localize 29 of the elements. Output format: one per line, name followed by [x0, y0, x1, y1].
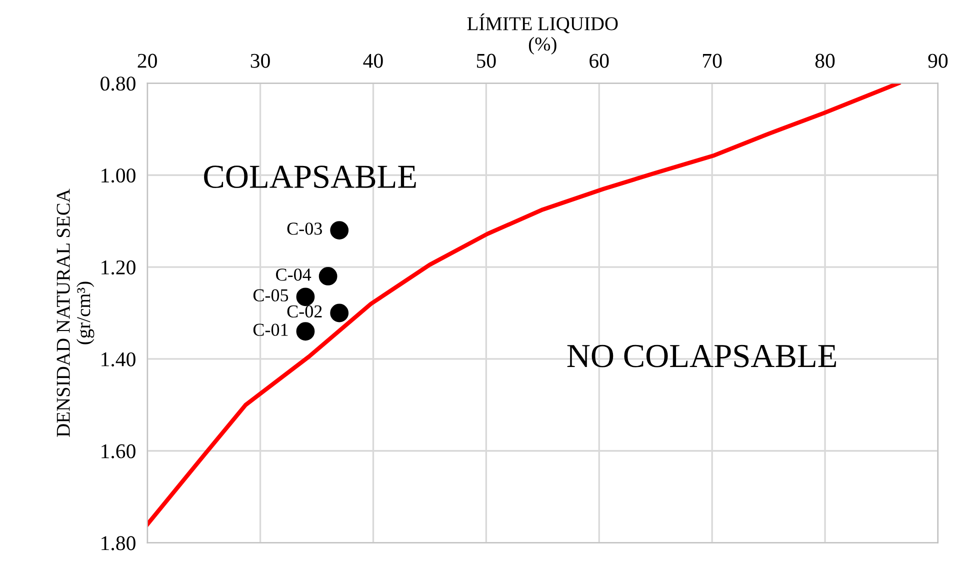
y-tick-label: 1.60: [102, 444, 136, 458]
y-tick-label: 0.80: [100, 76, 136, 91]
x-tick-label: 30: [250, 54, 270, 68]
point: [330, 304, 349, 322]
y-tick-label: 1.80: [102, 536, 136, 550]
point: [318, 267, 338, 286]
data-label: C-01: [253, 324, 288, 336]
y-axis-title: DENSIDAD NATURAL SECA (gr/cm³): [56, 188, 94, 437]
data-label: C-02: [287, 305, 322, 318]
point: [330, 221, 349, 240]
data-label: C-03: [287, 222, 322, 235]
point: [296, 288, 315, 306]
y-tick-label: 1.20: [102, 260, 136, 275]
line-series: [147, 83, 901, 526]
x-tick-label: 20: [138, 54, 157, 68]
data-label: C-04: [276, 268, 312, 281]
y-tick-label: 1.40: [102, 352, 136, 366]
x-tick-label: 80: [815, 54, 835, 68]
x-tick-label: 70: [703, 54, 722, 68]
data-label: C-05: [253, 289, 288, 302]
x-tick-label: 40: [363, 54, 383, 68]
x-tick-label: 50: [476, 54, 496, 68]
x-tick-label: 60: [590, 54, 609, 68]
point: [296, 322, 315, 341]
annotation: NO COLAPSABLE: [567, 344, 836, 368]
y-tick-label: 1.00: [102, 168, 136, 183]
x-tick-label: 90: [928, 54, 948, 68]
x-axis-title: LÍMITE LIQUIDO (%): [467, 13, 618, 55]
annotation: COLAPSABLE: [204, 166, 416, 188]
